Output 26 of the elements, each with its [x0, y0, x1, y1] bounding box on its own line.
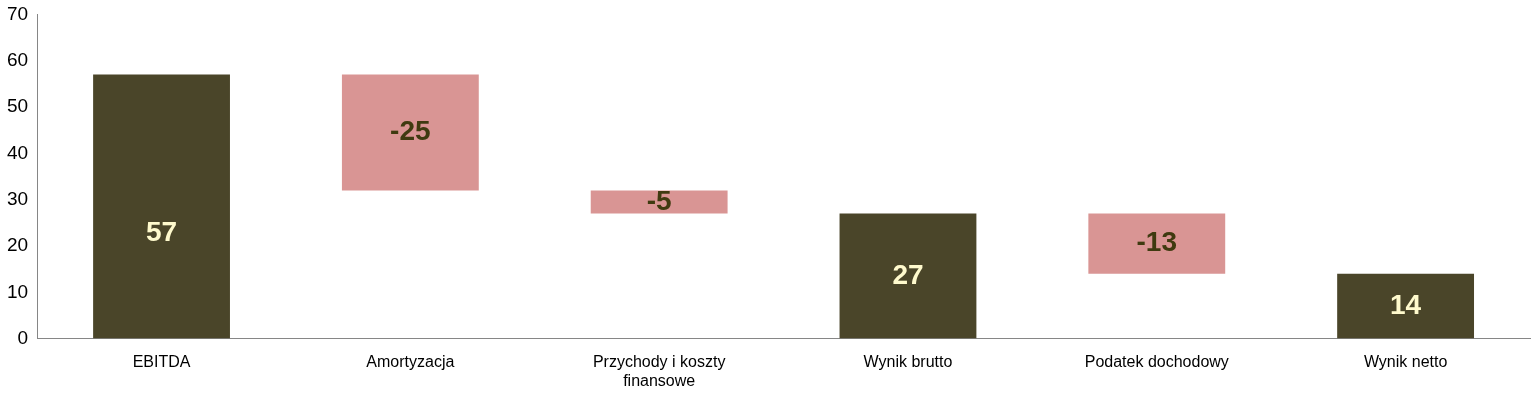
data-label: 14	[1390, 288, 1422, 320]
bar	[1337, 273, 1475, 339]
x-tick-label: Przychody i koszty finansowe	[592, 352, 726, 389]
bar	[1088, 213, 1226, 274]
bar	[341, 74, 479, 191]
x-tick-label: Wynik brutto	[863, 352, 953, 370]
y-tick-label: 50	[6, 95, 29, 117]
y-tick-label: 30	[6, 187, 29, 209]
y-tick-label: 20	[6, 234, 29, 256]
bar	[590, 190, 728, 214]
y-tick-label: 10	[6, 280, 29, 302]
data-label: -13	[1136, 226, 1178, 258]
data-label: 57	[145, 215, 178, 247]
y-tick-label: 60	[6, 48, 29, 70]
y-tick-label: 0	[17, 326, 29, 348]
x-tick-label: Wynik netto	[1363, 352, 1448, 370]
x-tick-label: Amortyzacja	[366, 352, 455, 370]
y-tick-label: 40	[6, 141, 29, 163]
bar	[93, 74, 230, 339]
data-label: 27	[892, 258, 924, 290]
data-label: -5	[646, 184, 672, 216]
x-tick-label: Podatek dochodowy	[1084, 352, 1229, 370]
bar	[839, 213, 977, 339]
y-tick-label: 70	[6, 2, 29, 24]
data-label: -25	[390, 115, 431, 147]
x-tick-label: EBITDA	[132, 352, 191, 370]
